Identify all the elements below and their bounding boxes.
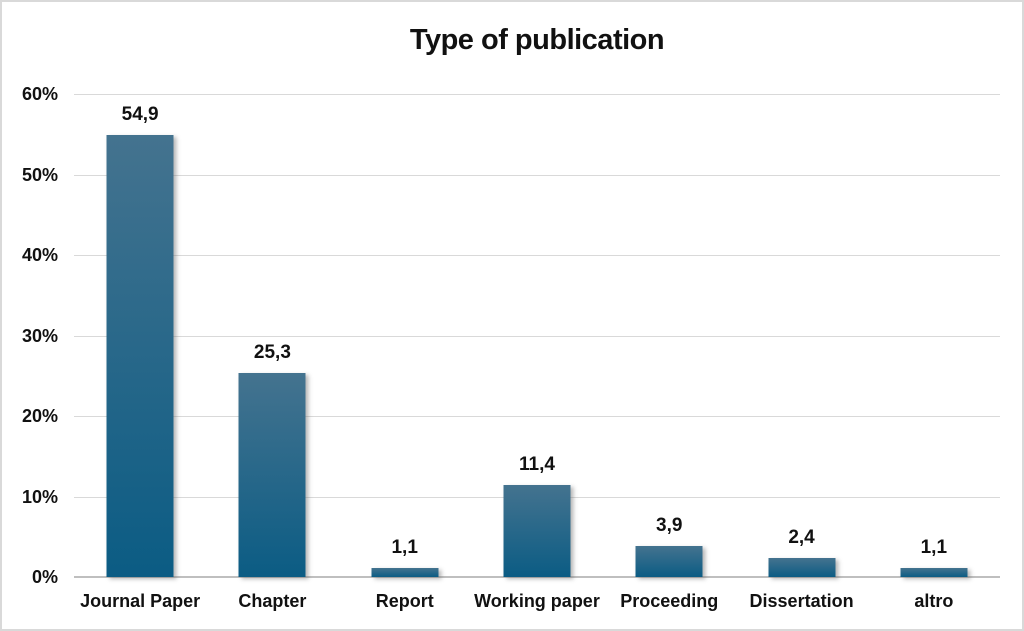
bar [503, 485, 571, 577]
y-tick-label: 60% [21, 84, 58, 104]
gridline [74, 94, 1000, 95]
chart-title: Type of publication [409, 24, 665, 56]
y-tick-label: 0% [31, 567, 58, 587]
y-tick-label: 20% [21, 406, 58, 426]
bar [371, 568, 439, 577]
bar-column: 3,9 [603, 94, 735, 577]
value-label: 3,9 [656, 514, 683, 536]
value-label: 54,9 [121, 104, 159, 126]
y-tick-label: 10% [21, 486, 58, 507]
x-category-label: Proceeding [620, 591, 719, 611]
x-axis-line [74, 576, 1000, 578]
gridline [74, 255, 1000, 256]
bar-column: 25,3 [206, 94, 338, 577]
value-label: 1,1 [920, 537, 948, 559]
y-tick-label: 50% [21, 164, 58, 185]
gridline [74, 335, 1000, 337]
y-tick-label: 30% [21, 325, 58, 346]
y-tick-label: 40% [21, 245, 58, 265]
bar [635, 545, 703, 577]
bar-column: 11,4 [471, 94, 603, 577]
value-label: 1,1 [391, 537, 418, 559]
x-category-label: Dissertation [749, 591, 854, 611]
x-category-label: Chapter [238, 591, 307, 611]
gridline [74, 174, 1000, 176]
value-label: 11,4 [519, 454, 555, 476]
gridline [74, 416, 1000, 417]
bar [768, 557, 836, 577]
bar-column: 2,4 [735, 94, 867, 577]
bar [106, 135, 174, 577]
bar [900, 568, 968, 577]
x-category-label: Journal Paper [80, 591, 201, 611]
x-axis-labels: Journal Paper Chapter Report Working paper P… [74, 590, 1000, 612]
value-label: 25,3 [253, 342, 291, 364]
bar-column: 54,9 [74, 94, 206, 577]
bar [238, 373, 306, 577]
bars-container: 54,9 25,3 1,1 11,4 3,9 2,4 1,1 [74, 94, 1000, 577]
x-category-label: altro [914, 591, 954, 611]
value-label: 2,4 [788, 526, 815, 548]
bar-column: 1,1 [339, 94, 471, 577]
x-category-label: Report [375, 591, 434, 611]
bar-column: 1,1 [868, 94, 1000, 577]
x-category-label: Working paper [474, 591, 600, 611]
